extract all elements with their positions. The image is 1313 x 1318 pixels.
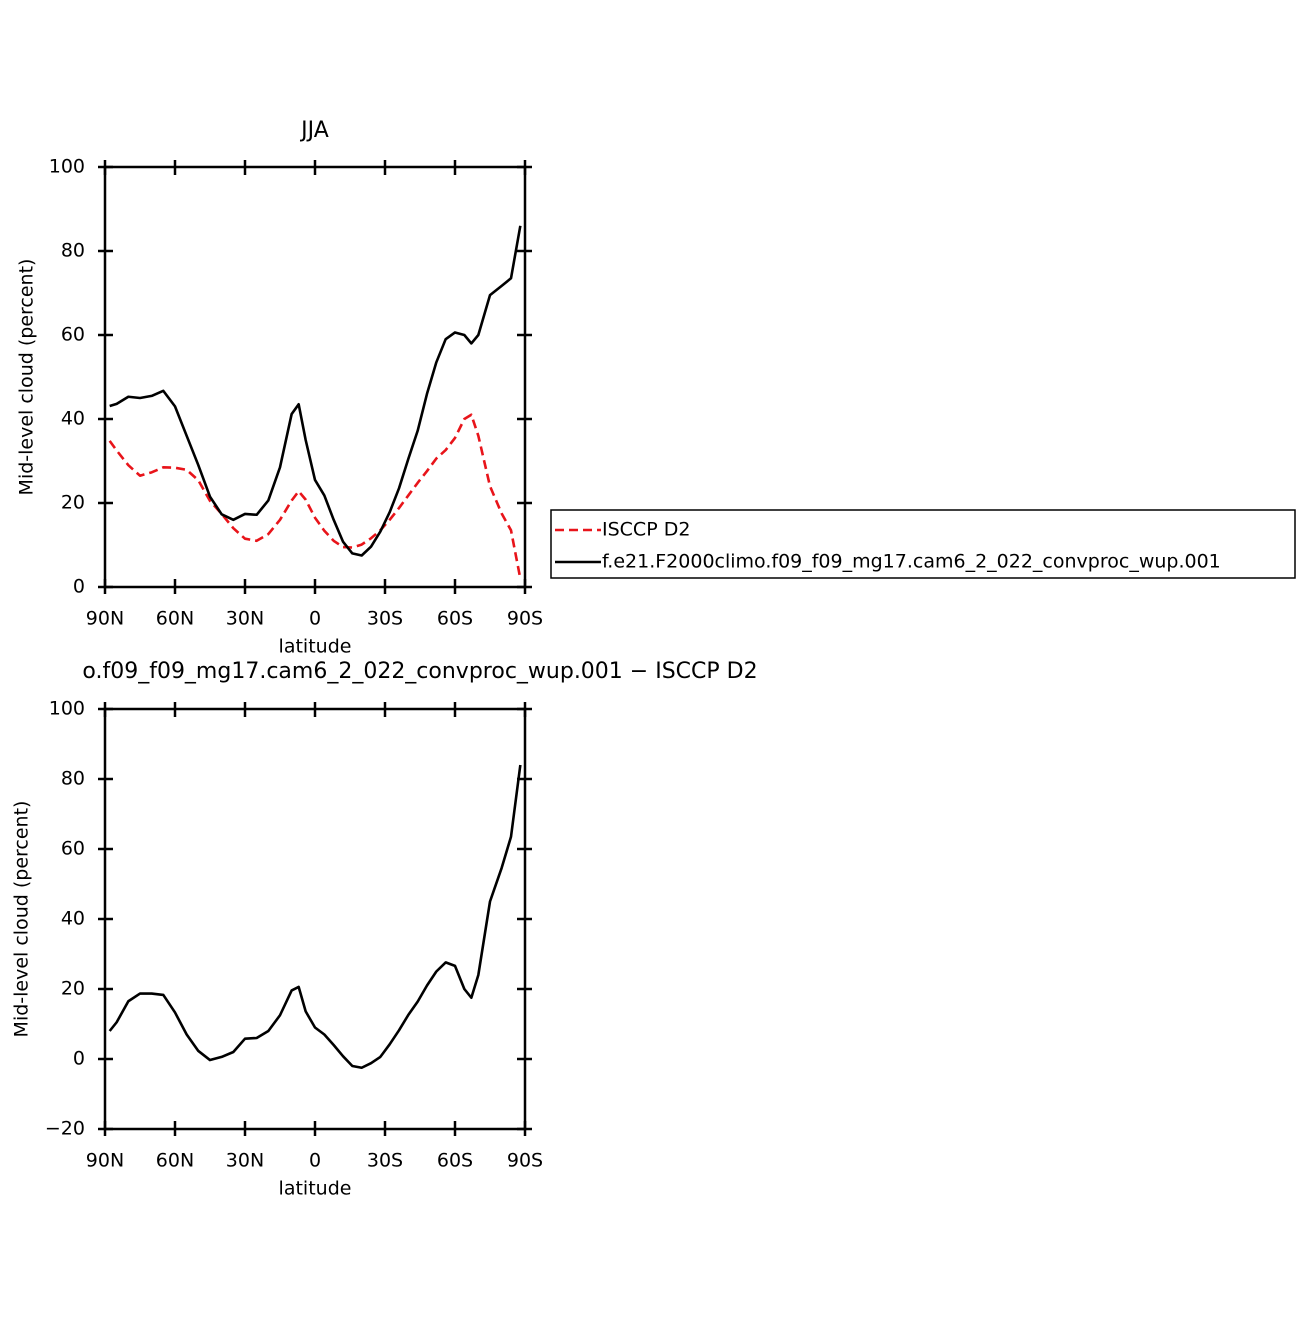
x-tick-label: 0 <box>309 1150 321 1172</box>
legend-label: f.e21.F2000climo.f09_f09_mg17.cam6_2_022… <box>602 551 1221 573</box>
y-tick-label: 100 <box>49 156 85 178</box>
x-tick-label: 90S <box>507 608 543 630</box>
chart-title: JJA <box>299 118 329 143</box>
chart-title: o.f09_f09_mg17.cam6_2_022_convproc_wup.0… <box>82 659 757 684</box>
y-tick-label: 80 <box>61 768 85 790</box>
plot-frame <box>103 707 527 1131</box>
x-tick-label: 30N <box>226 608 264 630</box>
y-tick-label: 20 <box>61 978 85 1000</box>
plot-frame <box>103 165 527 589</box>
x-axis-label: latitude <box>279 636 352 658</box>
x-tick-label: 90S <box>507 1150 543 1172</box>
x-tick-label: 60S <box>437 1150 473 1172</box>
y-tick-label: 0 <box>73 576 85 598</box>
x-tick-label: 30S <box>367 608 403 630</box>
y-tick-label: 60 <box>61 324 85 346</box>
x-tick-label: 60S <box>437 608 473 630</box>
series-line <box>108 413 522 579</box>
x-tick-label: 90N <box>86 1150 124 1172</box>
x-tick-label: 60N <box>156 608 194 630</box>
x-tick-label: 60N <box>156 1150 194 1172</box>
y-tick-label: 20 <box>61 492 85 514</box>
y-tick-label: 40 <box>61 408 85 430</box>
x-tick-label: 30N <box>226 1150 264 1172</box>
x-tick-label: 90N <box>86 608 124 630</box>
x-tick-label: 0 <box>309 608 321 630</box>
y-axis-label: Mid-level cloud (percent) <box>16 259 38 496</box>
legend-box <box>550 509 1296 579</box>
y-tick-label: 0 <box>73 1048 85 1070</box>
y-tick-label: 100 <box>49 698 85 720</box>
x-tick-label: 30S <box>367 1150 403 1172</box>
y-tick-label: 80 <box>61 240 85 262</box>
y-tick-label: 60 <box>61 838 85 860</box>
series-line <box>108 764 522 1070</box>
x-axis-label: latitude <box>279 1178 352 1200</box>
y-tick-label: −20 <box>45 1118 85 1140</box>
y-axis-label: Mid-level cloud (percent) <box>11 801 33 1038</box>
y-tick-label: 40 <box>61 908 85 930</box>
series-line <box>109 225 522 557</box>
legend-label: ISCCP D2 <box>602 519 690 541</box>
